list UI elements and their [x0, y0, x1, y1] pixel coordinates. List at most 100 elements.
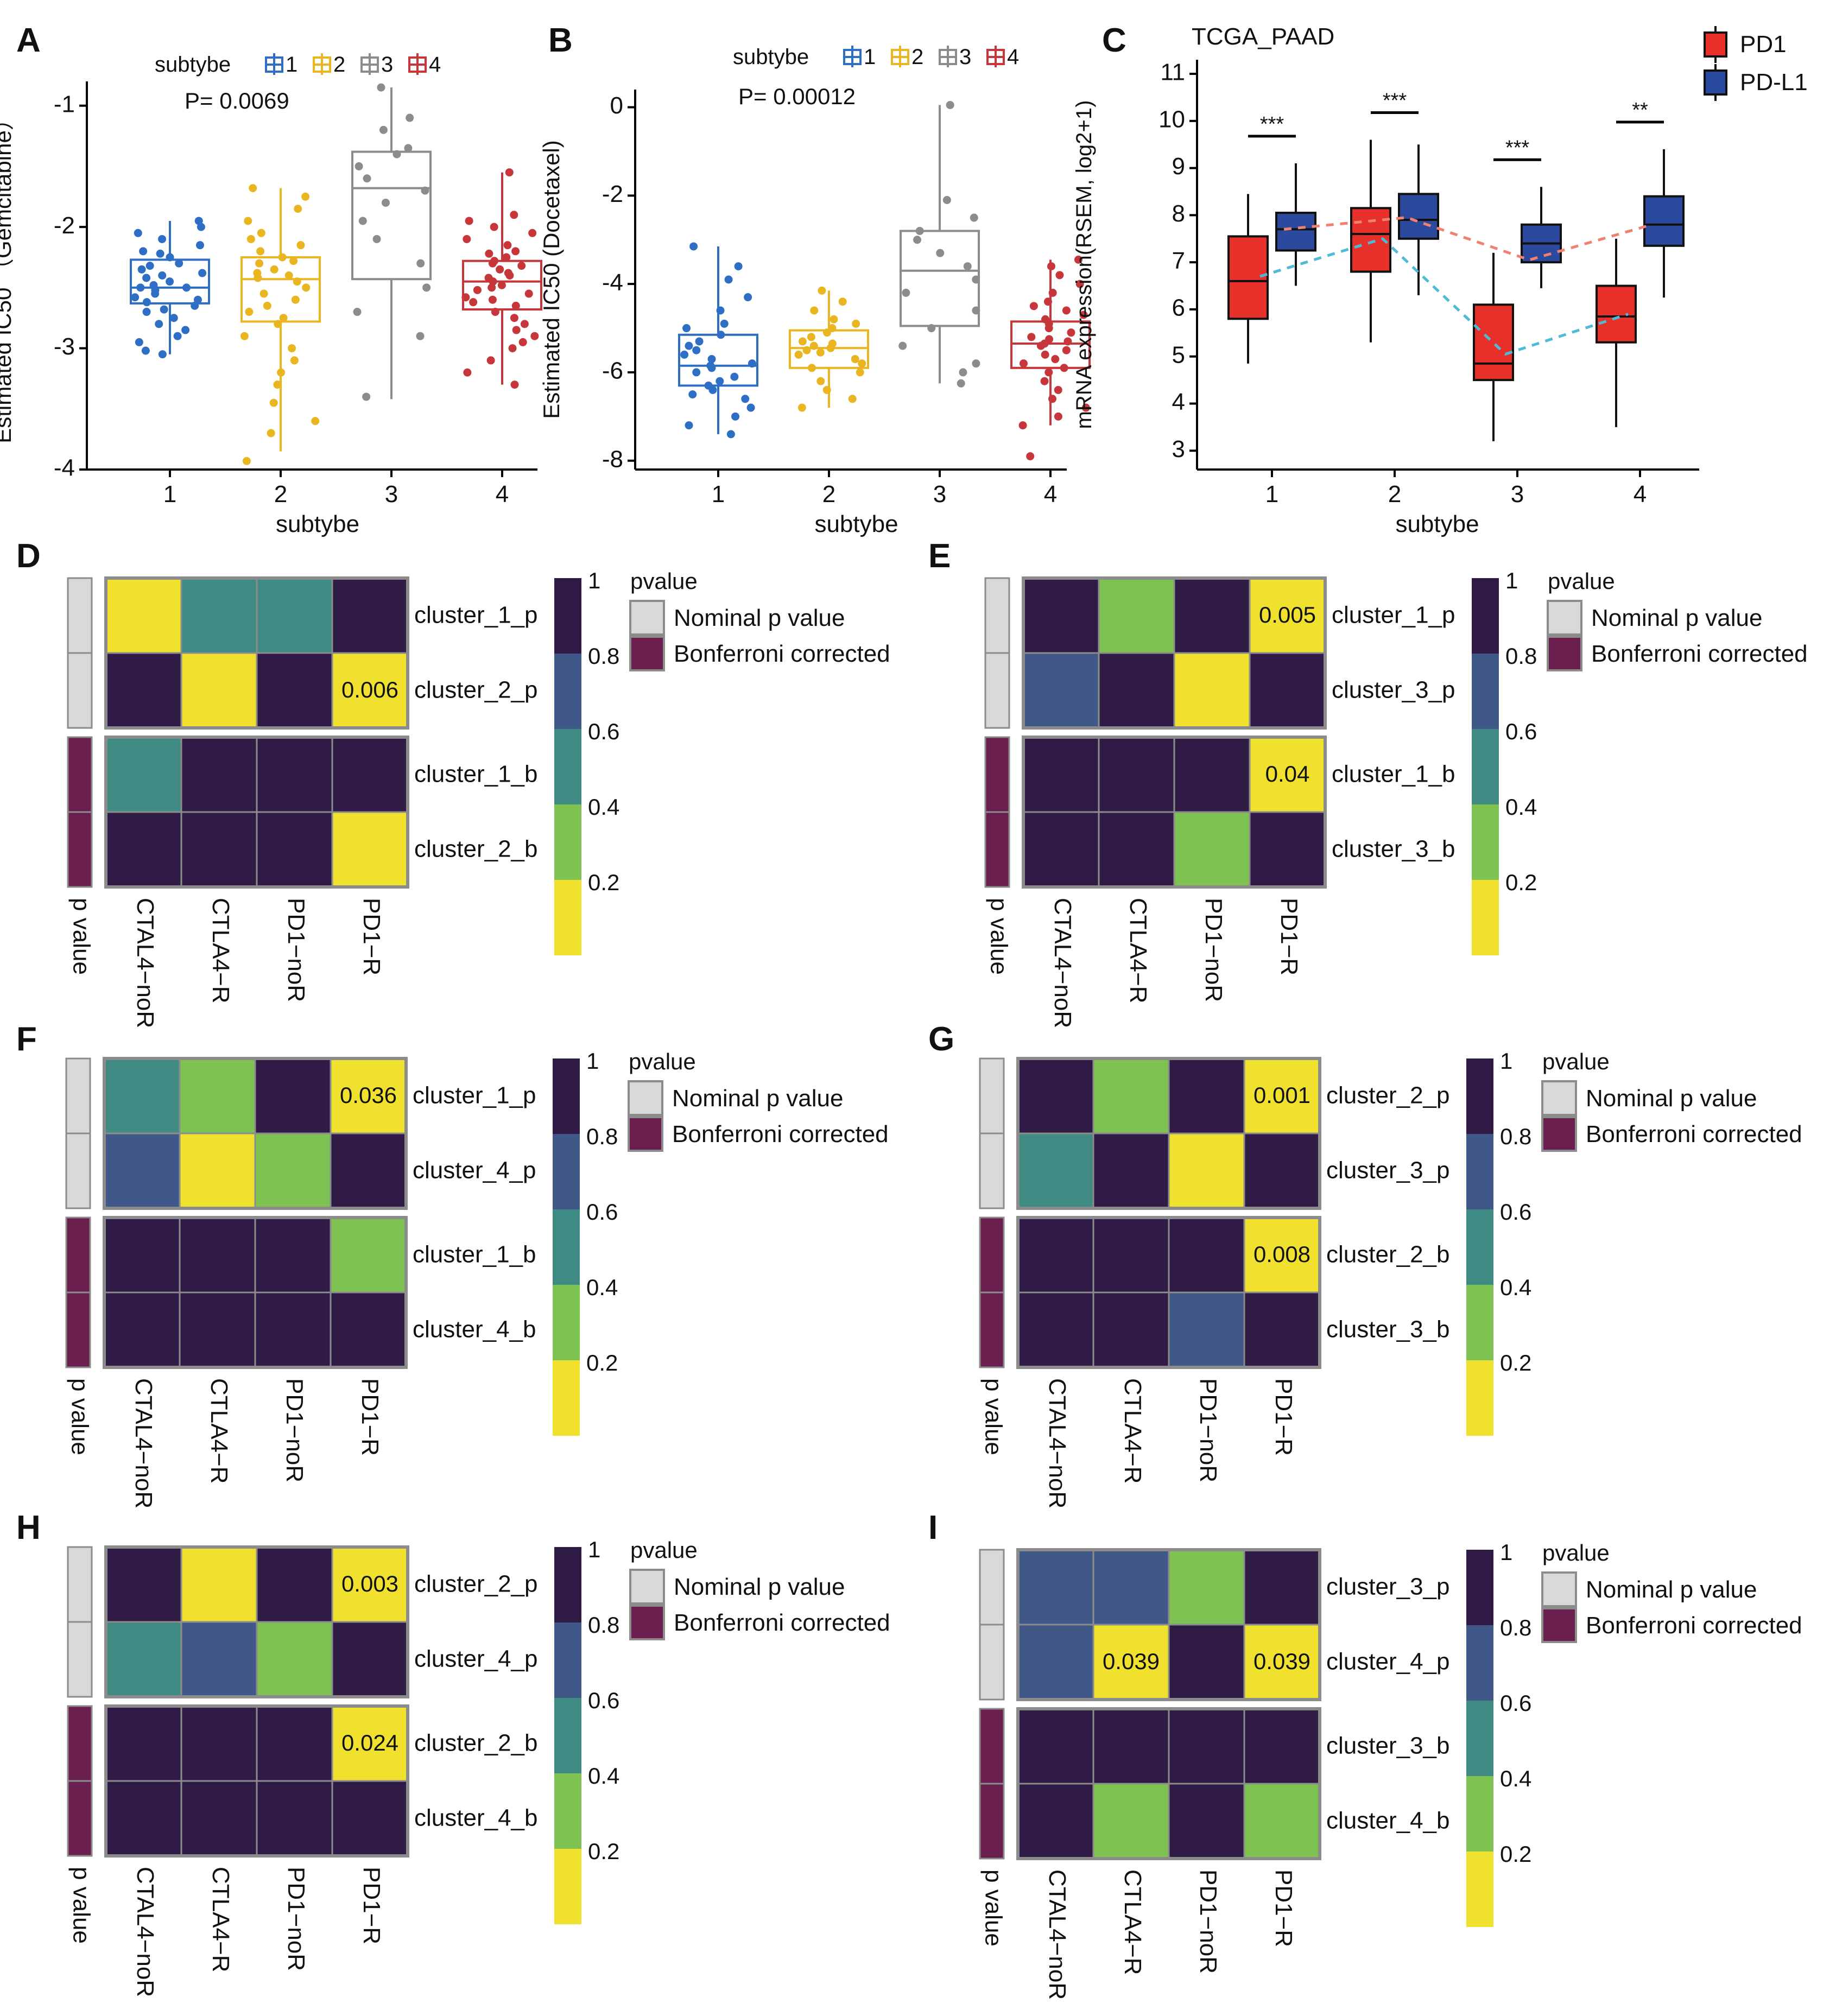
box-body	[1643, 195, 1685, 247]
colorbar-segment	[1466, 1285, 1493, 1360]
heatmap-cell	[105, 1546, 182, 1623]
heatmap-cell	[1017, 1549, 1094, 1626]
column-label: PD1−noR	[283, 1867, 309, 1971]
legend-title: pvalue	[630, 568, 698, 594]
legend-swatch-nominal	[1541, 1571, 1577, 1607]
data-point	[465, 217, 473, 225]
legend-swatch-bonferroni	[628, 1116, 663, 1152]
row-annotation-bonferroni	[979, 1216, 1005, 1294]
block-border-nominal	[1016, 1548, 1321, 1701]
legend-label-bonferroni: Bonferroni corrected	[674, 1609, 890, 1636]
chart-panel-i: 0.039 0.039 cluster_3_p cluster_4_p cluster_…	[979, 1539, 1802, 2000]
box-body	[462, 259, 542, 311]
data-point	[160, 305, 168, 314]
annotation-axis-label: p value	[985, 898, 1012, 975]
block-border-bonferroni	[1016, 1707, 1321, 1860]
y-tick-label: 0	[610, 92, 623, 119]
colorbar-tick-label: 0.4	[586, 1275, 618, 1300]
column-label: CTLA4−R	[207, 898, 234, 1003]
column-label: CTLA4−R	[1119, 1869, 1146, 1975]
cell-value-label: 0.036	[340, 1082, 397, 1108]
box-subtype-1	[678, 246, 758, 434]
legend-label-3: 3	[381, 53, 393, 77]
data-point	[372, 234, 381, 243]
data-point	[463, 234, 471, 243]
data-point	[1062, 306, 1071, 315]
data-point	[707, 364, 716, 372]
block-border-nominal	[104, 576, 409, 730]
p-value-annotation: P= 0.0069	[185, 88, 289, 113]
row-label: cluster_1_b	[414, 761, 537, 788]
data-point	[1048, 395, 1057, 403]
cell-value-label: 0.001	[1253, 1082, 1310, 1108]
legend-title: pvalue	[630, 1537, 698, 1563]
heatmap-cell	[1022, 652, 1100, 729]
heatmap-cell	[180, 652, 258, 729]
heatmap-cell	[1168, 1783, 1245, 1860]
colorbar-segment	[554, 578, 581, 654]
x-tick-label: 4	[1044, 481, 1057, 508]
row-label: cluster_1_p	[1332, 602, 1455, 629]
column-label: PD1−R	[1276, 898, 1302, 975]
data-point	[1075, 280, 1084, 288]
data-point	[135, 338, 143, 346]
colorbar-segment	[1472, 880, 1499, 955]
data-point	[142, 298, 151, 307]
data-point	[363, 174, 371, 183]
legend-swatch-pd-l1	[1704, 69, 1727, 96]
heatmap-cell	[256, 1546, 333, 1623]
heatmap-cell	[1168, 1216, 1245, 1294]
colorbar-tick-label: 0.6	[1505, 719, 1537, 744]
row-label: cluster_4_b	[413, 1316, 536, 1343]
data-point	[510, 314, 518, 322]
data-point	[707, 355, 716, 364]
data-point	[422, 283, 431, 292]
column-label: PD1−R	[1270, 1378, 1297, 1456]
data-point	[517, 262, 526, 270]
heatmap-cell	[1243, 1549, 1321, 1626]
heatmap-cell	[1017, 1132, 1094, 1209]
block-border-bonferroni	[1022, 736, 1327, 889]
data-point	[1063, 337, 1072, 346]
data-point	[1040, 377, 1049, 385]
heatmap-cell	[103, 1291, 181, 1368]
column-label: CTLA4−R	[207, 1867, 234, 1972]
column-label: PD1−noR	[281, 1378, 308, 1482]
heatmap-cell	[1168, 1624, 1245, 1701]
heatmap-cell	[1092, 1708, 1170, 1785]
chart-panel-g: 0.001 0.008 cluster_2_p cluster_3_p cluster_…	[979, 1048, 1802, 1508]
box-pd1-3	[1473, 252, 1514, 441]
y-tick-label: -2	[54, 212, 75, 239]
y-tick-label: -1	[54, 91, 75, 117]
column-label: CTAL4−noR	[130, 1378, 157, 1508]
data-point	[794, 350, 803, 359]
heatmap-cell	[1168, 1549, 1245, 1626]
data-point	[473, 286, 482, 294]
data-point	[1054, 412, 1062, 421]
data-point	[816, 377, 825, 385]
heatmap-cell	[256, 736, 333, 813]
annotation-axis-label: p value	[980, 1378, 1006, 1455]
legend-title: pvalue	[629, 1049, 696, 1074]
data-point	[680, 350, 689, 359]
data-point	[720, 319, 729, 328]
colorbar-tick-label: 0.8	[1505, 643, 1537, 669]
data-point	[807, 364, 816, 372]
chart-panel-a: -4 -3 -2 -1 1 2 3 4 subtybe 1 2 3 4 P= 0.0069 Estimate…	[0, 53, 542, 537]
cell-value-label: 0.003	[341, 1571, 398, 1596]
data-point	[717, 331, 725, 339]
data-point	[708, 385, 717, 394]
data-point	[175, 259, 183, 268]
legend-swatch-nominal	[629, 1569, 665, 1605]
cell-value-label: 0.024	[341, 1730, 398, 1755]
panel-label-i: I	[928, 1509, 938, 1546]
data-point	[851, 355, 859, 364]
heatmap-cell	[1173, 736, 1251, 813]
data-point	[1062, 346, 1071, 354]
data-point	[191, 301, 199, 310]
heatmap-cell	[331, 652, 409, 729]
column-label: PD1−noR	[1195, 1869, 1221, 1974]
heatmap-cell	[1243, 1708, 1321, 1785]
box-body	[1275, 212, 1316, 252]
data-point	[528, 229, 537, 237]
